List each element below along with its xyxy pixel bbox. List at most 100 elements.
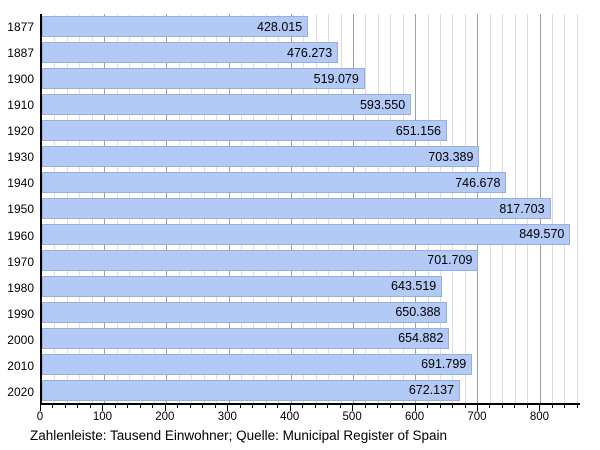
x-minor-tick bbox=[77, 405, 79, 408]
x-minor-tick bbox=[264, 405, 266, 408]
x-minor-tick bbox=[464, 405, 466, 408]
x-tick-label: 400 bbox=[280, 411, 300, 423]
bar-2020: 672.137 bbox=[42, 379, 461, 401]
x-minor-tick bbox=[551, 405, 553, 408]
bar-2000: 654.882 bbox=[42, 327, 450, 349]
year-label: 1900 bbox=[7, 72, 34, 87]
x-tick-label: 0 bbox=[36, 411, 44, 423]
bar-row: 654.882 bbox=[42, 325, 580, 351]
year-label: 1970 bbox=[7, 254, 34, 269]
bar-value-label: 650.388 bbox=[395, 305, 441, 320]
x-minor-tick bbox=[327, 405, 329, 408]
x-minor-tick bbox=[252, 405, 254, 408]
year-label: 1887 bbox=[7, 46, 34, 61]
x-tick-label: 600 bbox=[404, 411, 425, 423]
x-minor-tick bbox=[452, 405, 454, 408]
year-label: 2020 bbox=[7, 384, 34, 399]
bar-row: 651.156 bbox=[42, 118, 580, 144]
minor-gridline bbox=[564, 14, 566, 403]
x-minor-tick bbox=[427, 405, 429, 408]
bar-1970: 701.709 bbox=[42, 249, 479, 271]
x-minor-tick bbox=[564, 405, 566, 408]
x-major-tick bbox=[102, 405, 104, 411]
bar-value-label: 672.137 bbox=[408, 382, 455, 397]
x-minor-tick bbox=[64, 405, 66, 408]
x-major-tick bbox=[352, 405, 354, 411]
bar-value-label: 746.678 bbox=[455, 175, 501, 190]
x-minor-tick bbox=[114, 405, 116, 408]
x-minor-tick bbox=[139, 405, 141, 408]
bar-value-label: 651.156 bbox=[395, 123, 441, 138]
x-minor-tick bbox=[277, 405, 279, 408]
x-minor-tick bbox=[576, 405, 578, 408]
x-minor-tick bbox=[89, 405, 91, 408]
x-tick-label: 500 bbox=[342, 411, 362, 423]
year-label: 1920 bbox=[7, 124, 34, 139]
x-minor-tick bbox=[214, 405, 216, 408]
x-minor-tick bbox=[402, 405, 404, 408]
x-major-tick bbox=[40, 405, 41, 411]
bar-row: 746.678 bbox=[42, 170, 580, 196]
x-minor-tick bbox=[339, 405, 341, 408]
year-label: 1950 bbox=[7, 202, 34, 217]
bar-value-label: 643.519 bbox=[391, 279, 437, 294]
x-minor-tick bbox=[377, 405, 379, 408]
bar-value-label: 701.709 bbox=[427, 253, 473, 268]
bar-row: 428.015 bbox=[42, 14, 580, 40]
bar-1920: 651.156 bbox=[42, 120, 447, 142]
bar-1990: 650.388 bbox=[42, 301, 447, 323]
bar-value-label: 849.570 bbox=[519, 227, 565, 242]
x-minor-tick bbox=[314, 405, 316, 408]
bar-row: 703.389 bbox=[42, 144, 580, 170]
x-minor-tick bbox=[239, 405, 241, 408]
bar-value-label: 519.079 bbox=[313, 71, 359, 86]
x-tick-label: 100 bbox=[92, 411, 113, 423]
bar-value-label: 428.015 bbox=[257, 19, 303, 34]
plot-area: 428.015 476.273 519.079 593.550 651.156 703.3… bbox=[40, 14, 580, 405]
year-label: 1877 bbox=[7, 20, 34, 35]
x-minor-tick bbox=[526, 405, 528, 408]
bar-row: 593.550 bbox=[42, 92, 580, 118]
x-minor-tick bbox=[302, 405, 304, 408]
chart-caption: Zahlenleiste: Tausend Einwohner; Quelle:… bbox=[30, 428, 447, 443]
x-minor-tick bbox=[177, 405, 179, 408]
x-minor-tick bbox=[501, 405, 503, 408]
bar-1960: 849.570 bbox=[42, 223, 571, 245]
bar-value-label: 817.703 bbox=[499, 201, 545, 216]
year-label: 1910 bbox=[7, 98, 34, 113]
bar-1887: 476.273 bbox=[42, 42, 339, 64]
x-minor-tick bbox=[189, 405, 191, 408]
x-minor-tick bbox=[389, 405, 391, 408]
year-label: 1940 bbox=[7, 176, 34, 191]
x-major-tick bbox=[227, 405, 229, 411]
bar-1877: 428.015 bbox=[42, 16, 309, 38]
bar-value-label: 703.389 bbox=[428, 149, 474, 164]
bar-1980: 643.519 bbox=[42, 275, 443, 297]
minor-gridline bbox=[552, 14, 553, 403]
x-minor-tick bbox=[489, 405, 491, 408]
year-label: 1990 bbox=[7, 306, 34, 321]
x-tick-label: 700 bbox=[467, 411, 487, 423]
x-axis-ticks bbox=[40, 405, 580, 412]
year-label: 2000 bbox=[7, 332, 34, 347]
year-label: 1930 bbox=[7, 150, 34, 165]
x-tick-label: 200 bbox=[155, 411, 175, 423]
x-minor-tick bbox=[52, 405, 54, 408]
x-major-tick bbox=[289, 405, 291, 411]
bar-value-label: 593.550 bbox=[359, 97, 406, 112]
year-label: 1960 bbox=[7, 228, 34, 243]
x-minor-tick bbox=[127, 405, 129, 408]
bar-value-label: 691.799 bbox=[421, 356, 467, 371]
bar-2010: 691.799 bbox=[42, 353, 473, 375]
bar-value-label: 476.273 bbox=[287, 45, 333, 60]
year-label: 2010 bbox=[7, 358, 34, 373]
bar-1940: 746.678 bbox=[42, 172, 507, 194]
x-tick-label: 300 bbox=[217, 411, 237, 423]
bar-value-label: 654.882 bbox=[398, 330, 444, 345]
bar-row: 691.799 bbox=[42, 351, 580, 377]
bar-row: 519.079 bbox=[42, 66, 580, 92]
bar-row: 650.388 bbox=[42, 299, 580, 325]
x-tick-label: 800 bbox=[529, 411, 550, 423]
bar-1910: 593.550 bbox=[42, 94, 412, 116]
